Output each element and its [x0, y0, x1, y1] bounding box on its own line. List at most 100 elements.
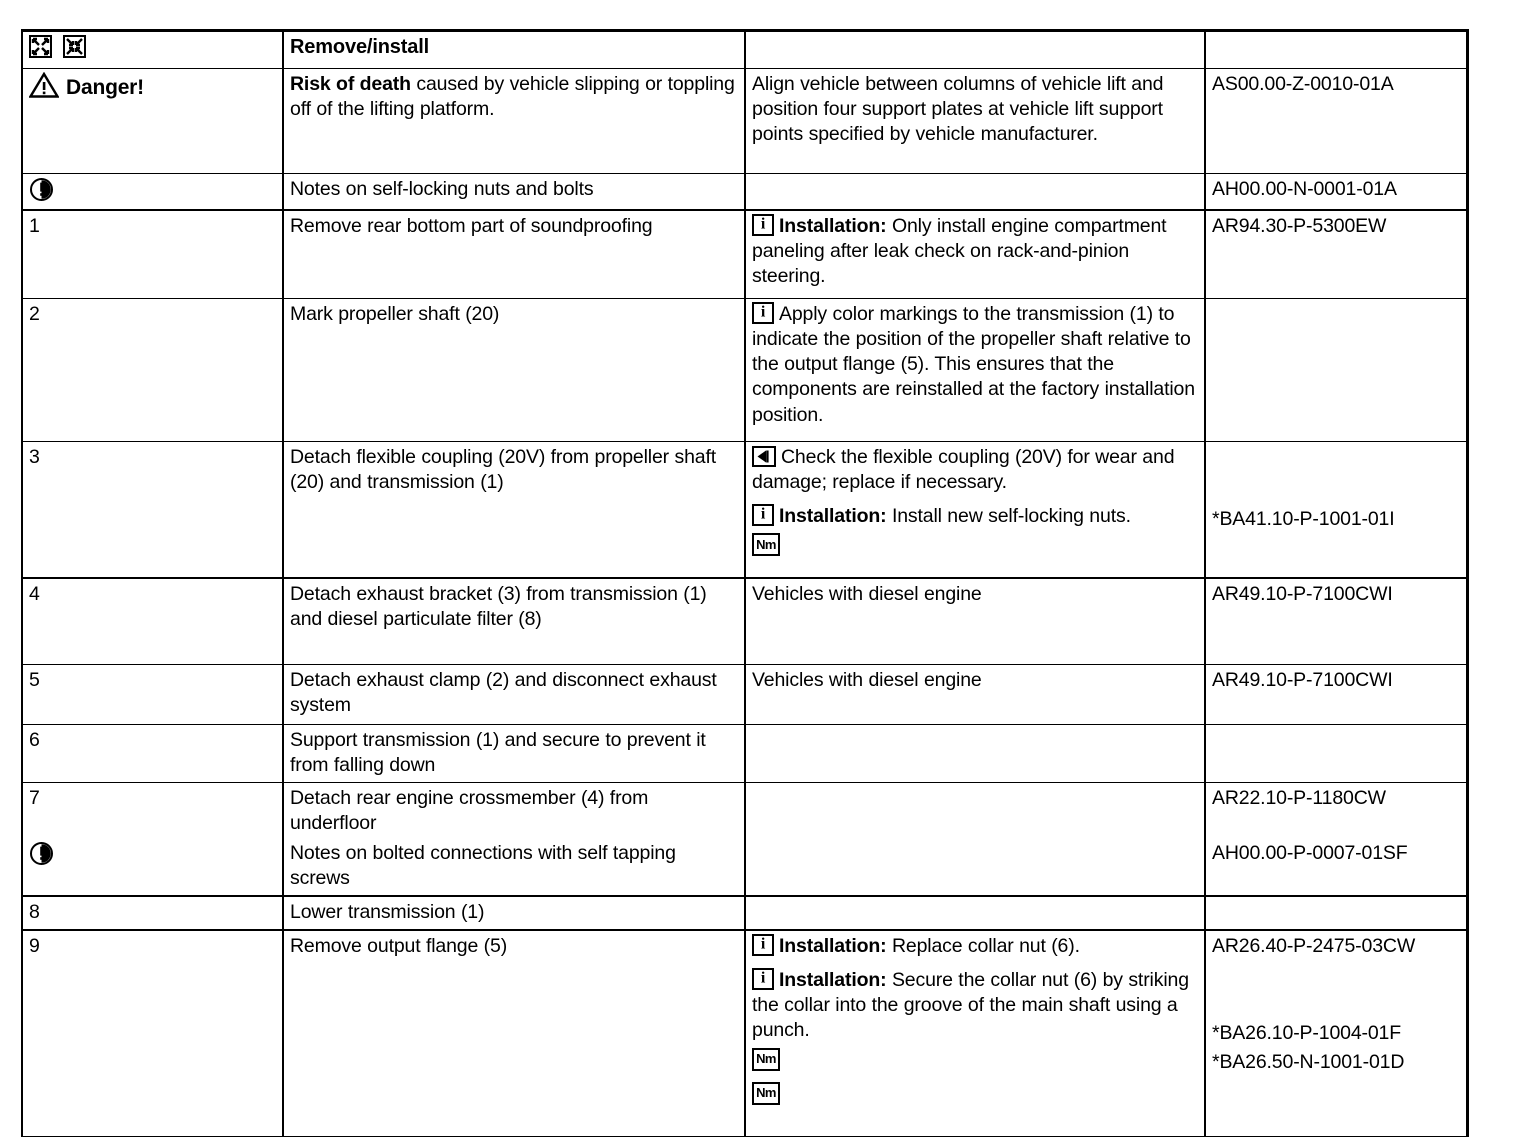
step-number: 2: [22, 298, 284, 442]
installation-text: Replace collar nut (6).: [886, 934, 1080, 957]
step-doc: [1205, 298, 1467, 442]
installation-text: Install new self-locking nuts.: [886, 505, 1131, 528]
step-doc: [1205, 724, 1467, 784]
table-row: 8 Lower transmission (1): [22, 895, 1467, 931]
step-number: 1: [22, 210, 284, 299]
danger-doc-cell[interactable]: AS00.00-Z-0010-01A: [1205, 68, 1467, 174]
info-box-icon: [752, 968, 774, 991]
step-note: [745, 782, 1206, 897]
torque-nm-icon[interactable]: [752, 533, 780, 557]
doc-code[interactable]: AR26.40-P-2475-03CW: [1212, 934, 1416, 957]
collapse-arrows-icon[interactable]: [63, 35, 87, 58]
step-number: 7: [29, 787, 40, 810]
installation-label: Installation:: [779, 505, 887, 528]
doc-code[interactable]: *BA26.10-P-1004-01F: [1212, 1022, 1402, 1045]
inspect-check-icon: [752, 446, 776, 467]
doc-code[interactable]: AR22.10-P-1180CW: [1212, 787, 1386, 810]
step-doc[interactable]: AR49.10-P-7100CWI: [1205, 664, 1467, 725]
note-exclamation-circle-icon: [29, 177, 54, 202]
table-row: 3 Detach flexible coupling (20V) from pr…: [22, 441, 1467, 579]
torque-nm-icon[interactable]: [752, 1047, 780, 1071]
step-operation: Mark propeller shaft (20): [283, 298, 746, 442]
installation-note: Installation: Replace collar nut (6).: [752, 933, 1198, 959]
step-operation: Support transmission (1) and secure to p…: [283, 724, 746, 784]
step-note: Vehicles with diesel engine: [745, 578, 1206, 665]
step-note: Check the flexible coupling (20V) for we…: [745, 441, 1206, 579]
step-operation: Detach flexible coupling (20V) from prop…: [283, 441, 746, 579]
step-note: [745, 895, 1206, 931]
step-number: 6: [22, 724, 284, 784]
inspect-note-text: Check the flexible coupling (20V) for we…: [752, 446, 1175, 494]
torque-nm-icon[interactable]: [752, 1081, 780, 1105]
step-number: 9: [22, 929, 284, 1137]
step-doc[interactable]: AR49.10-P-7100CWI: [1205, 578, 1467, 665]
header-note-cell: [745, 30, 1206, 69]
installation-note: Installation: Install new self-locking n…: [752, 504, 1198, 529]
step-doc-cell: AR22.10-P-1180CW AH00.00-P-0007-01SF: [1205, 782, 1467, 897]
doc-code[interactable]: *BA26.50-N-1001-01D: [1212, 1051, 1405, 1074]
table-row: 7 Detach rear engine cross: [22, 782, 1467, 897]
info-box-icon: [752, 504, 774, 527]
table-row: 1 Remove rear bottom part of soundproofi…: [22, 210, 1467, 299]
step-doc: [1205, 895, 1467, 931]
info-box-icon: [752, 933, 774, 956]
column-header-operation: Remove/install: [290, 36, 430, 58]
step-operation: Remove output flange (5): [283, 929, 746, 1137]
step-doc[interactable]: AR94.30-P-5300EW: [1205, 210, 1467, 299]
step-doc-cell: AR26.40-P-2475-03CW *BA26.10-P-1004-01F …: [1205, 929, 1467, 1137]
installation-label: Installation:: [779, 215, 887, 237]
step-operation: Detach exhaust bracket (3) from transmis…: [283, 578, 746, 665]
note-doc-cell[interactable]: AH00.00-N-0001-01A: [1205, 173, 1467, 211]
note-note-cell: [745, 173, 1206, 211]
installation-text: Secure the collar nut (6) by striking th…: [752, 969, 1189, 1042]
table-row: 5 Detach exhaust clamp (2) and disconnec…: [22, 664, 1467, 725]
procedure-table: Remove/install Danger!: [21, 29, 1469, 1137]
note-operation-cell[interactable]: Notes on self-locking nuts and bolts: [283, 173, 746, 211]
inspect-note: Check the flexible coupling (20V) for we…: [752, 445, 1198, 495]
step-note: Vehicles with diesel engine: [745, 664, 1206, 725]
info-box-icon: [752, 214, 774, 236]
step-operation-secondary[interactable]: Notes on bolted connections with self ta…: [290, 841, 676, 889]
step-note: Apply color markings to the transmission…: [745, 298, 1206, 442]
step-number: 3: [22, 441, 284, 579]
danger-label: Danger!: [66, 76, 144, 99]
step-operation: Detach exhaust clamp (2) and disconnect …: [283, 664, 746, 725]
torque-note: [752, 533, 1198, 558]
info-box-icon: [752, 302, 774, 324]
danger-description: caused by vehicle slipping or toppling o…: [290, 73, 735, 121]
step-number: 5: [22, 664, 284, 725]
table-header-row: Remove/install: [22, 30, 1467, 69]
warning-triangle-icon: [28, 71, 60, 98]
step-number: 4: [22, 578, 284, 665]
header-operation-cell: Remove/install: [283, 30, 746, 69]
installation-text: Apply color markings to the transmission…: [752, 303, 1195, 426]
step-doc: *BA41.10-P-1001-01I: [1205, 441, 1467, 579]
installation-note: Installation: Secure the collar nut (6) …: [752, 968, 1198, 1043]
danger-headline: Risk of death: [290, 73, 411, 95]
doc-code[interactable]: AH00.00-P-0007-01SF: [1212, 842, 1408, 865]
header-doc-cell: [1205, 30, 1467, 69]
step-operation: Detach rear engine crossmember (4) from …: [290, 787, 649, 835]
expand-arrows-icon[interactable]: [29, 35, 52, 58]
step-number-cell: 7: [22, 782, 284, 897]
step-number: 8: [22, 895, 284, 931]
danger-note-cell: Align vehicle between columns of vehicle…: [745, 68, 1206, 174]
step-operation: Remove rear bottom part of soundproofing: [283, 210, 746, 299]
installation-label: Installation:: [779, 934, 887, 957]
step-note: Installation: Replace collar nut (6). In…: [745, 929, 1206, 1137]
torque-note: [752, 1081, 1198, 1107]
table-row: Danger! Risk of death caused by vehicle …: [22, 68, 1467, 174]
doc-code[interactable]: *BA41.10-P-1001-01I: [1212, 508, 1395, 530]
note-icon-wrap: [29, 841, 276, 867]
step-note: Installation: Only install engine compar…: [745, 210, 1206, 299]
table-row: Notes on self-locking nuts and bolts AH0…: [22, 173, 1467, 211]
table-row: 6 Support transmission (1) and secure to…: [22, 724, 1467, 784]
table-row: 2 Mark propeller shaft (20) Apply color …: [22, 298, 1467, 442]
danger-operation-cell: Risk of death caused by vehicle slipping…: [283, 68, 746, 174]
note-exclamation-circle-icon: [29, 841, 54, 866]
step-operation: Lower transmission (1): [283, 895, 746, 931]
installation-text: Only install engine compartment paneling…: [752, 215, 1167, 288]
table-row: 4 Detach exhaust bracket (3) from transm…: [22, 578, 1467, 665]
table-row: 9 Remove output flange (5) Installation:…: [22, 929, 1467, 1137]
